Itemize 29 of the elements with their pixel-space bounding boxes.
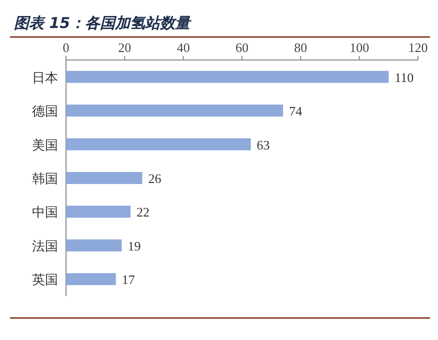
x-tick-label: 0 — [62, 40, 70, 55]
y-tick-label: 法国 — [32, 239, 58, 254]
x-tick-label: 100 — [350, 40, 370, 55]
bar — [66, 138, 251, 150]
y-tick-label: 中国 — [32, 206, 58, 221]
x-tick-label: 40 — [176, 40, 190, 55]
y-tick-label: 美国 — [32, 137, 58, 154]
data-label: 26 — [148, 171, 162, 186]
x-tick-label: 80 — [294, 40, 308, 55]
y-tick-label: 日本 — [32, 70, 58, 86]
x-tick-label: 60 — [236, 40, 248, 55]
y-tick-label: 韩国 — [32, 172, 58, 187]
bar — [66, 70, 389, 83]
bar — [66, 172, 142, 184]
data-label: 74 — [289, 104, 303, 119]
data-label: 19 — [128, 238, 141, 254]
bar — [66, 104, 284, 117]
y-tick-label: 德国 — [32, 104, 58, 120]
data-label: 22 — [136, 204, 150, 220]
data-label: 63 — [256, 137, 270, 152]
bar — [66, 273, 116, 286]
data-label: 17 — [122, 272, 136, 288]
data-label: 110 — [394, 70, 414, 85]
bar — [66, 239, 122, 252]
x-tick-label: 20 — [118, 40, 132, 55]
x-tick-label: 120 — [408, 40, 428, 55]
bar — [66, 206, 131, 218]
chart-title: 图表 15：各国加氢站数量 — [14, 14, 192, 32]
y-tick-label: 英国 — [32, 273, 58, 288]
